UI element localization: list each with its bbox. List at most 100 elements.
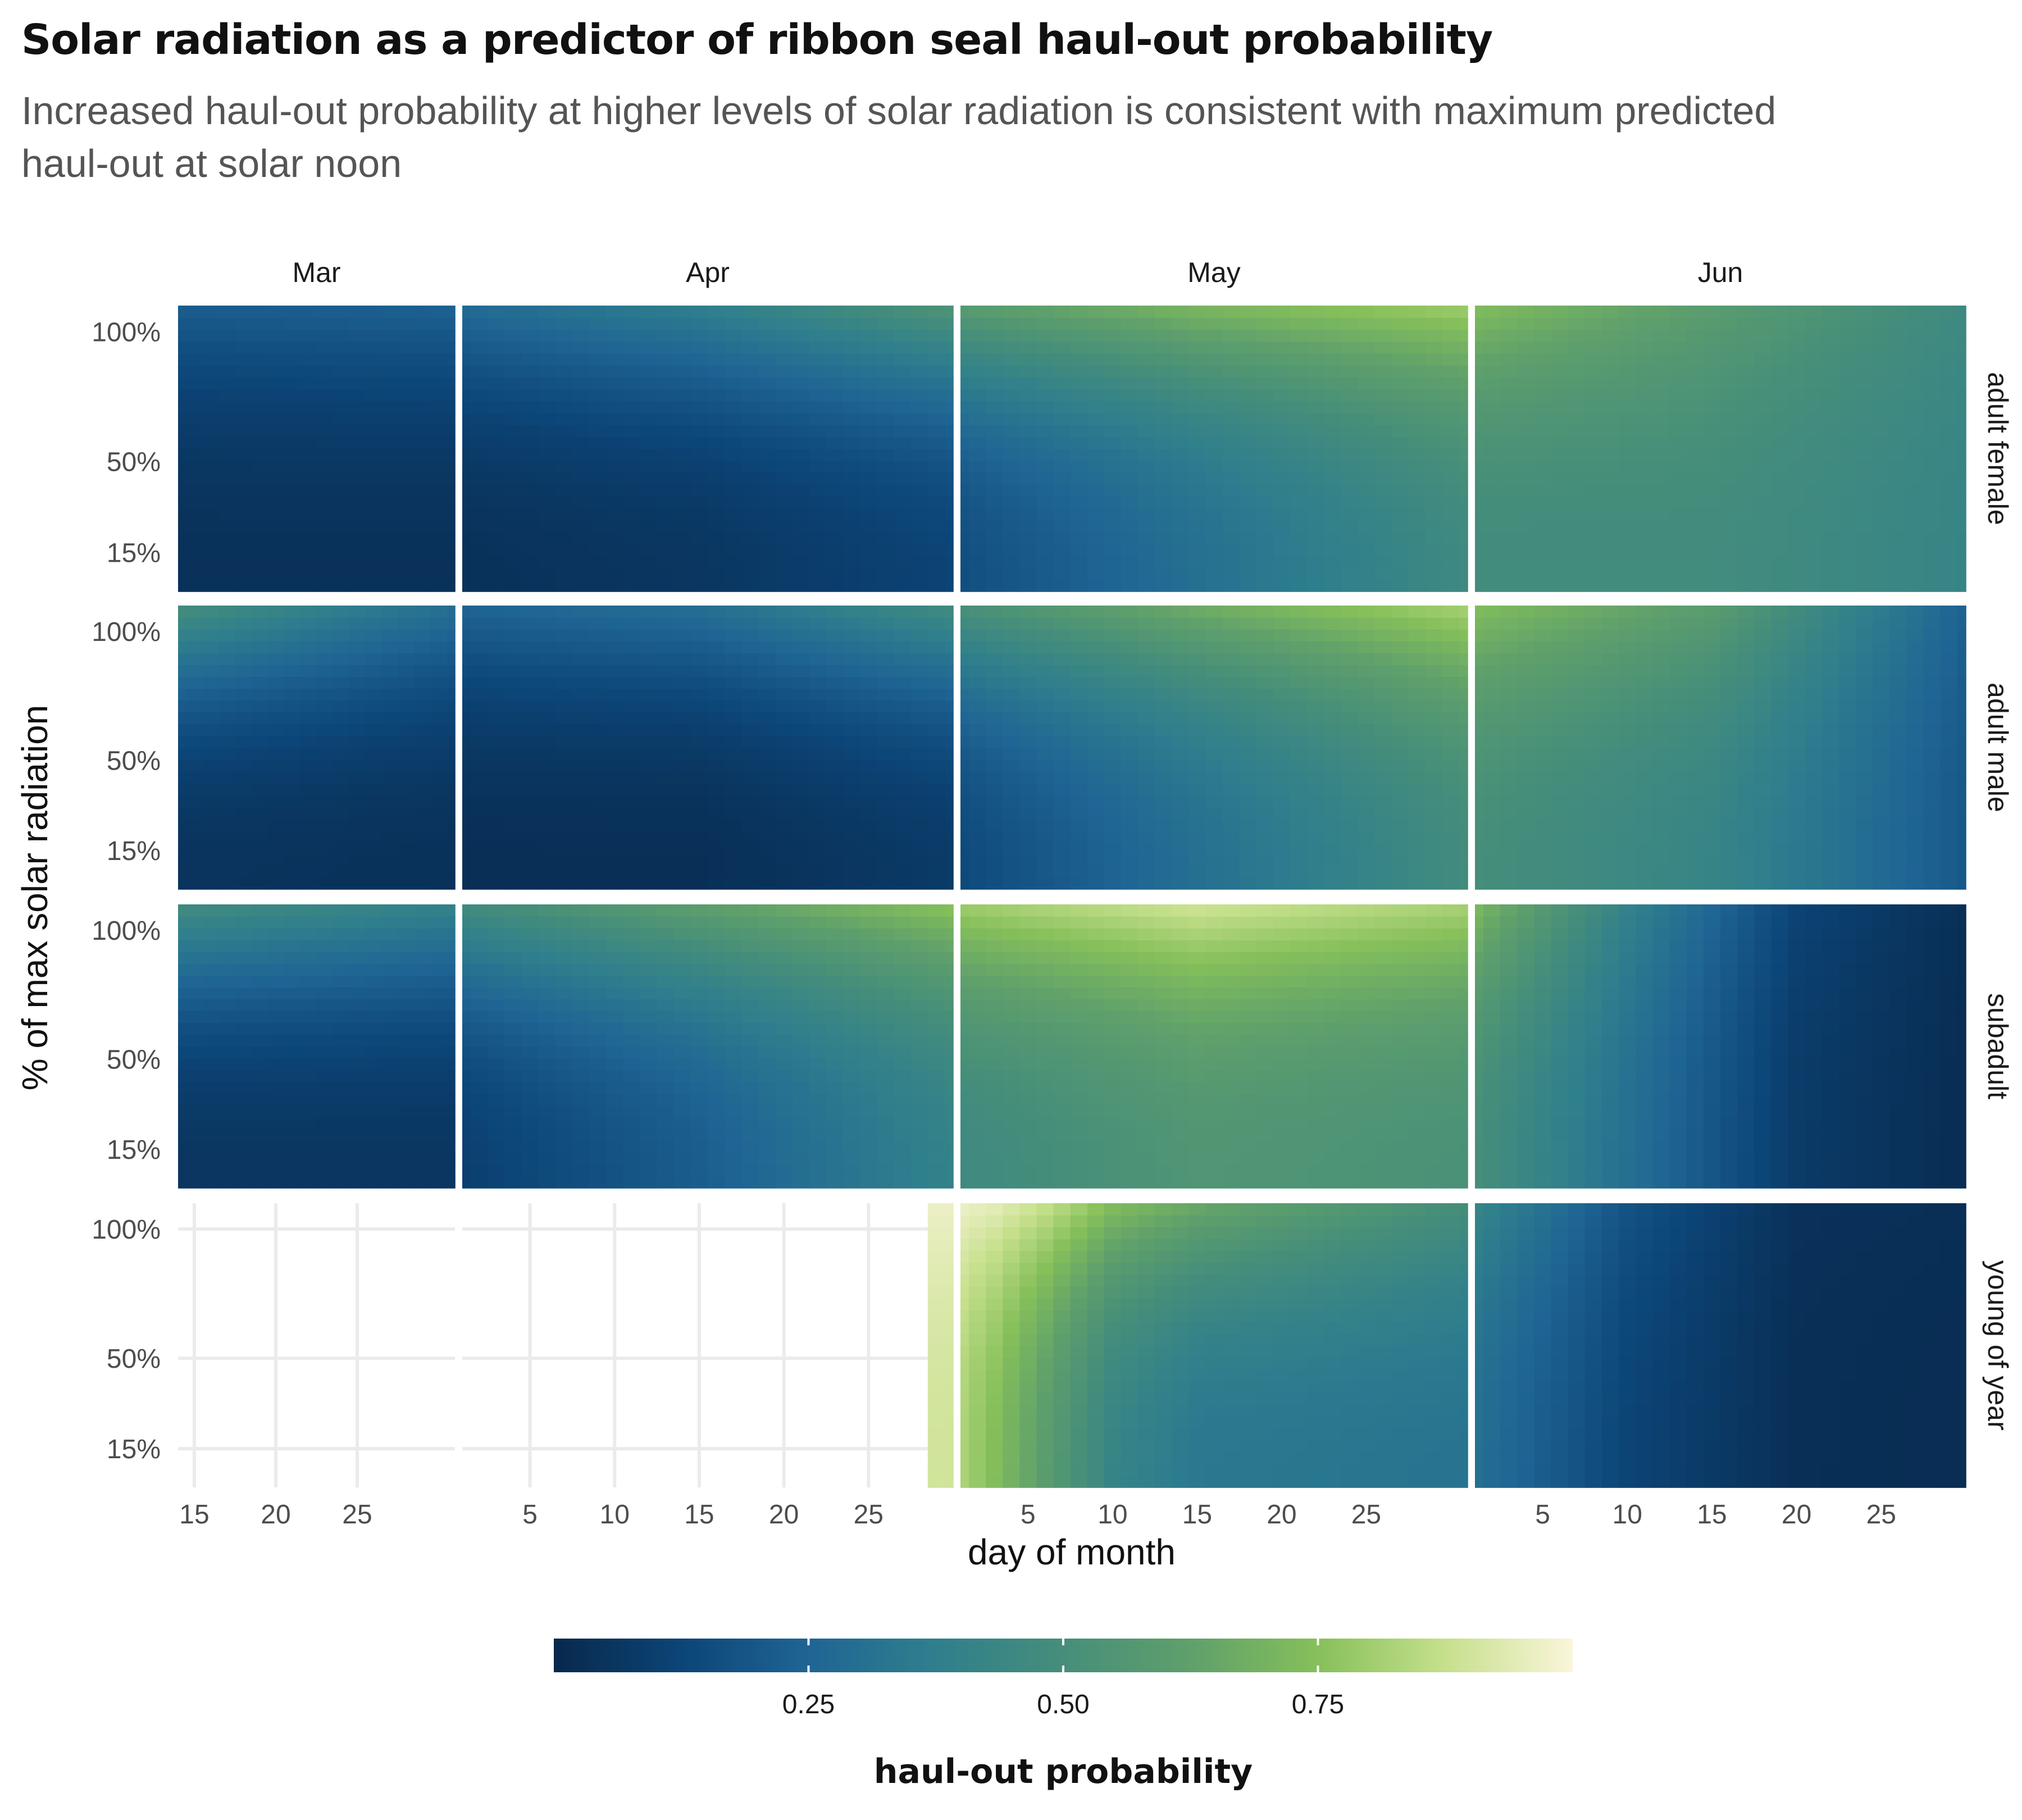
heat-cell [1425,496,1443,509]
heat-cell [843,412,860,425]
heat-cell [1636,712,1654,725]
heat-cell [969,782,986,795]
heat-cell [927,782,945,795]
heat-cell [792,353,810,366]
heat-cell [1652,665,1670,677]
heat-cell [690,865,708,878]
heat-cell [251,353,268,366]
heat-cell [826,665,844,677]
heat-cell [1374,806,1392,819]
heat-cell [1788,508,1806,521]
heat-cell [1754,700,1772,713]
heat-cell [572,688,590,701]
heat-cell [462,306,471,318]
heat-cell [447,496,456,509]
heat-cell [1459,567,1468,580]
heat-cell [1517,877,1535,890]
heat-cell [1138,484,1155,497]
heat-cell [1459,377,1468,390]
heat-cell [1408,712,1426,725]
heat-cell [572,818,590,831]
heat-cell [1290,377,1308,390]
heat-cell [1341,606,1359,618]
heat-cell [1425,830,1443,843]
heat-cell [235,329,252,342]
heat-cell [606,401,624,413]
heat-cell [1442,353,1460,366]
heat-cell [1374,617,1392,630]
heat-cell [1856,401,1873,413]
heat-cell [284,508,301,521]
heat-cell [1568,747,1586,760]
heat-cell [1459,747,1468,760]
heat-cell [1459,579,1468,592]
heat-cell [775,653,793,665]
heat-cell [218,389,236,402]
heat-cell [1475,700,1484,713]
heat-cell [960,544,969,557]
heat-cell [1459,629,1468,641]
heat-cell [708,724,725,736]
heat-cell [555,341,573,354]
heat-cell [623,724,641,736]
heat-cell [1104,724,1122,736]
heat-cell [1517,676,1535,689]
heat-cell [1442,853,1460,866]
heat-cell [186,401,203,413]
heat-cell [381,747,399,760]
heat-cell [1442,688,1460,701]
heat-cell [267,306,285,318]
heat-cell [462,353,471,366]
heat-cell [1584,460,1602,473]
heat-cell [202,794,220,807]
heat-cell [741,353,759,366]
heat-cell [775,436,793,449]
heat-cell [606,341,624,354]
heat-cell [267,389,285,402]
heat-cell [1636,472,1654,485]
heat-cell [1619,520,1637,533]
heat-cell [1584,712,1602,725]
heat-cell [894,484,912,497]
heat-cell [775,472,793,485]
heat-cell [202,818,220,831]
heat-cell [178,365,187,377]
heat-cell [589,377,607,390]
heat-cell [1805,556,1823,568]
heat-cell [398,830,415,843]
heat-cell [1104,641,1122,653]
heat-cell [1374,389,1392,402]
heat-cell [447,306,456,318]
heat-cell [430,653,448,665]
heat-cell [809,496,827,509]
heat-cell [1636,341,1654,354]
heat-cell [741,665,759,677]
heat-cell [1104,460,1122,473]
heat-cell [1686,747,1704,760]
heat-cell [178,353,187,366]
heat-cell [960,567,969,580]
heat-cell [1155,853,1173,866]
heat-cell [202,782,220,795]
heat-cell [708,676,725,689]
heat-cell [1290,617,1308,630]
heat-cell [960,556,969,568]
heat-cell [572,329,590,342]
heat-cell [504,520,522,533]
heat-cell [1341,818,1359,831]
heat-cell [178,782,187,795]
heat-cell [447,724,456,736]
heat-cell [1307,484,1324,497]
heat-cell [186,700,203,713]
heat-cell [860,877,878,890]
heat-cell [758,579,776,592]
heat-cell [894,665,912,677]
heat-cell [690,617,708,630]
heat-cell [1273,700,1291,713]
heat-cell [1425,401,1443,413]
heat-cell [1324,389,1342,402]
heat-cell [1568,496,1586,509]
heat-cell [1003,688,1021,701]
heat-cell [910,794,928,807]
heat-cell [1341,877,1359,890]
